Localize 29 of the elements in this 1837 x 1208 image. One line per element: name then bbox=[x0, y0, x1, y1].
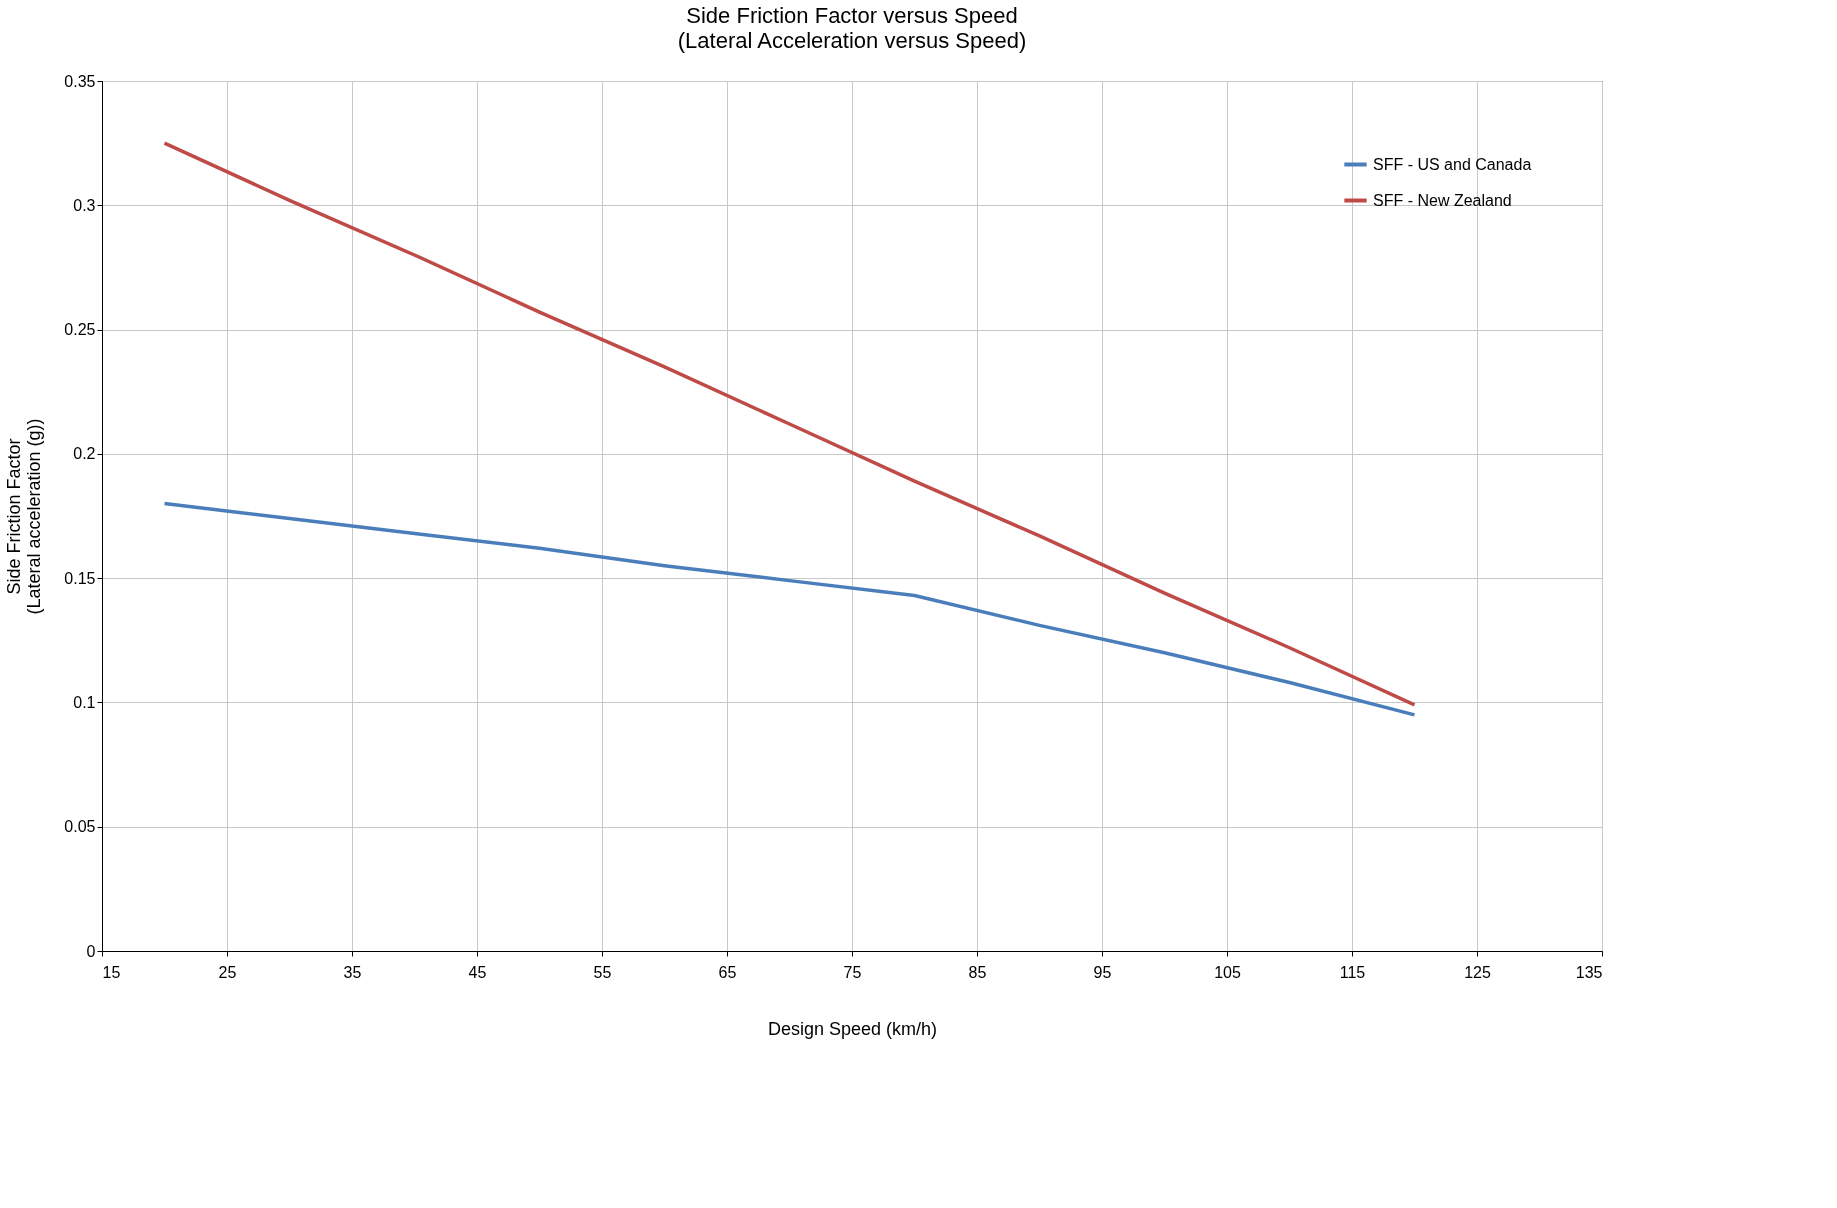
y-tick-label: 0.15 bbox=[64, 569, 96, 587]
x-tick-label: 115 bbox=[1339, 963, 1366, 981]
y-axis-title: Side Friction Factor (Lateral acceleration (g)) bbox=[4, 418, 45, 615]
legend-label: SFF - New Zealand bbox=[1373, 191, 1512, 209]
x-tick-label: 65 bbox=[718, 963, 737, 981]
x-axis-title: Design Speed (km/h) bbox=[767, 1018, 938, 1039]
x-tick-label: 75 bbox=[843, 963, 862, 981]
x-tick-label: 85 bbox=[968, 963, 987, 981]
y-tick-label: 0.1 bbox=[73, 693, 96, 711]
chart-title: Side Friction Factor versus Speed bbox=[686, 3, 1018, 28]
legend-label: SFF - US and Canada bbox=[1373, 155, 1532, 173]
line-series bbox=[162, 141, 1417, 707]
x-tick-label: 25 bbox=[218, 963, 237, 981]
x-tick-label: 45 bbox=[468, 963, 487, 981]
x-tick-label: 135 bbox=[1575, 963, 1603, 981]
x-tick-label: 35 bbox=[343, 963, 362, 981]
y-tick-label: 0.25 bbox=[64, 321, 96, 339]
chart-subtitle: (Lateral Acceleration versus Speed) bbox=[677, 28, 1027, 53]
y-tick-label: 0.3 bbox=[73, 196, 96, 214]
x-tick-label: 15 bbox=[102, 963, 121, 981]
x-tick-label: 95 bbox=[1093, 963, 1112, 981]
x-tick-label: 105 bbox=[1214, 963, 1241, 981]
x-tick-label: 55 bbox=[593, 963, 612, 981]
y-tick-label: 0.35 bbox=[64, 72, 96, 90]
y-tick-label: 0 bbox=[86, 942, 96, 960]
x-tick-label: 125 bbox=[1464, 963, 1491, 981]
line-series bbox=[162, 501, 1417, 717]
y-tick-label: 0.05 bbox=[64, 818, 96, 836]
y-tick-label: 0.2 bbox=[73, 445, 96, 463]
